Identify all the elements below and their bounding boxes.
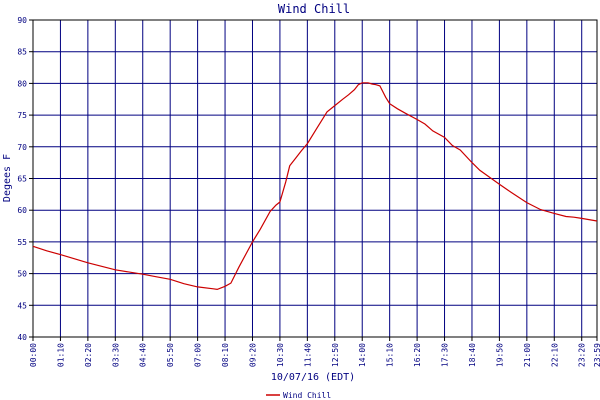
x-tick-label-0: 00:00 [29,343,38,367]
x-tick-label-8: 09:20 [248,343,257,367]
x-tick-label-16: 18:40 [468,343,477,367]
y-tick-label-60: 60 [17,206,27,215]
x-tick-label-1: 01:10 [56,343,65,367]
chart-title: Wind Chill [278,2,350,16]
x-tick-label-3: 03:30 [111,343,120,367]
grid-lines [32,19,598,338]
x-tick-label-21: 23:59 [593,343,600,367]
y-tick-label-70: 70 [17,143,27,152]
x-axis-ticks: 00:00 01:10 02:20 03:30 04:40 05:50 07:00 08:10… [29,337,600,367]
y-tick-label-45: 45 [17,301,27,310]
x-tick-label-13: 15:10 [386,343,395,367]
x-tick-label-4: 04:40 [139,343,148,367]
x-tick-label-14: 16:20 [413,343,422,367]
y-tick-label-85: 85 [17,48,27,57]
y-tick-label-65: 65 [17,175,27,184]
y-tick-label-75: 75 [17,111,27,120]
x-tick-label-2: 02:20 [84,343,93,367]
series-layer [32,82,598,291]
x-tick-label-6: 07:00 [194,343,203,367]
legend-label-wind-chill: Wind Chill [283,391,331,400]
series-line-wind-chill [32,82,598,291]
x-tick-label-9: 10:30 [276,343,285,367]
x-tick-label-15: 17:30 [441,343,450,367]
legend: Wind Chill [266,391,331,400]
y-axis-ticks: 40 45 50 55 60 65 70 75 80 85 90 [17,16,33,342]
x-tick-label-10: 11:40 [303,343,312,367]
y-tick-label-55: 55 [17,238,27,247]
x-tick-label-5: 05:50 [166,343,175,367]
y-tick-label-40: 40 [17,333,27,342]
x-tick-label-7: 08:10 [221,343,230,367]
y-tick-label-80: 80 [17,79,27,88]
x-axis-label: 10/07/16 (EDT) [271,372,355,383]
x-tick-label-20: 23:20 [578,343,587,367]
x-tick-label-18: 21:00 [523,343,532,367]
y-tick-label-50: 50 [17,270,27,279]
y-axis-label: Degees F [2,154,13,202]
x-tick-label-17: 19:50 [495,343,504,367]
x-tick-label-12: 14:00 [358,343,367,367]
y-tick-label-90: 90 [17,16,27,25]
x-tick-label-19: 22:10 [550,343,559,367]
x-tick-label-11: 12:50 [331,343,340,367]
